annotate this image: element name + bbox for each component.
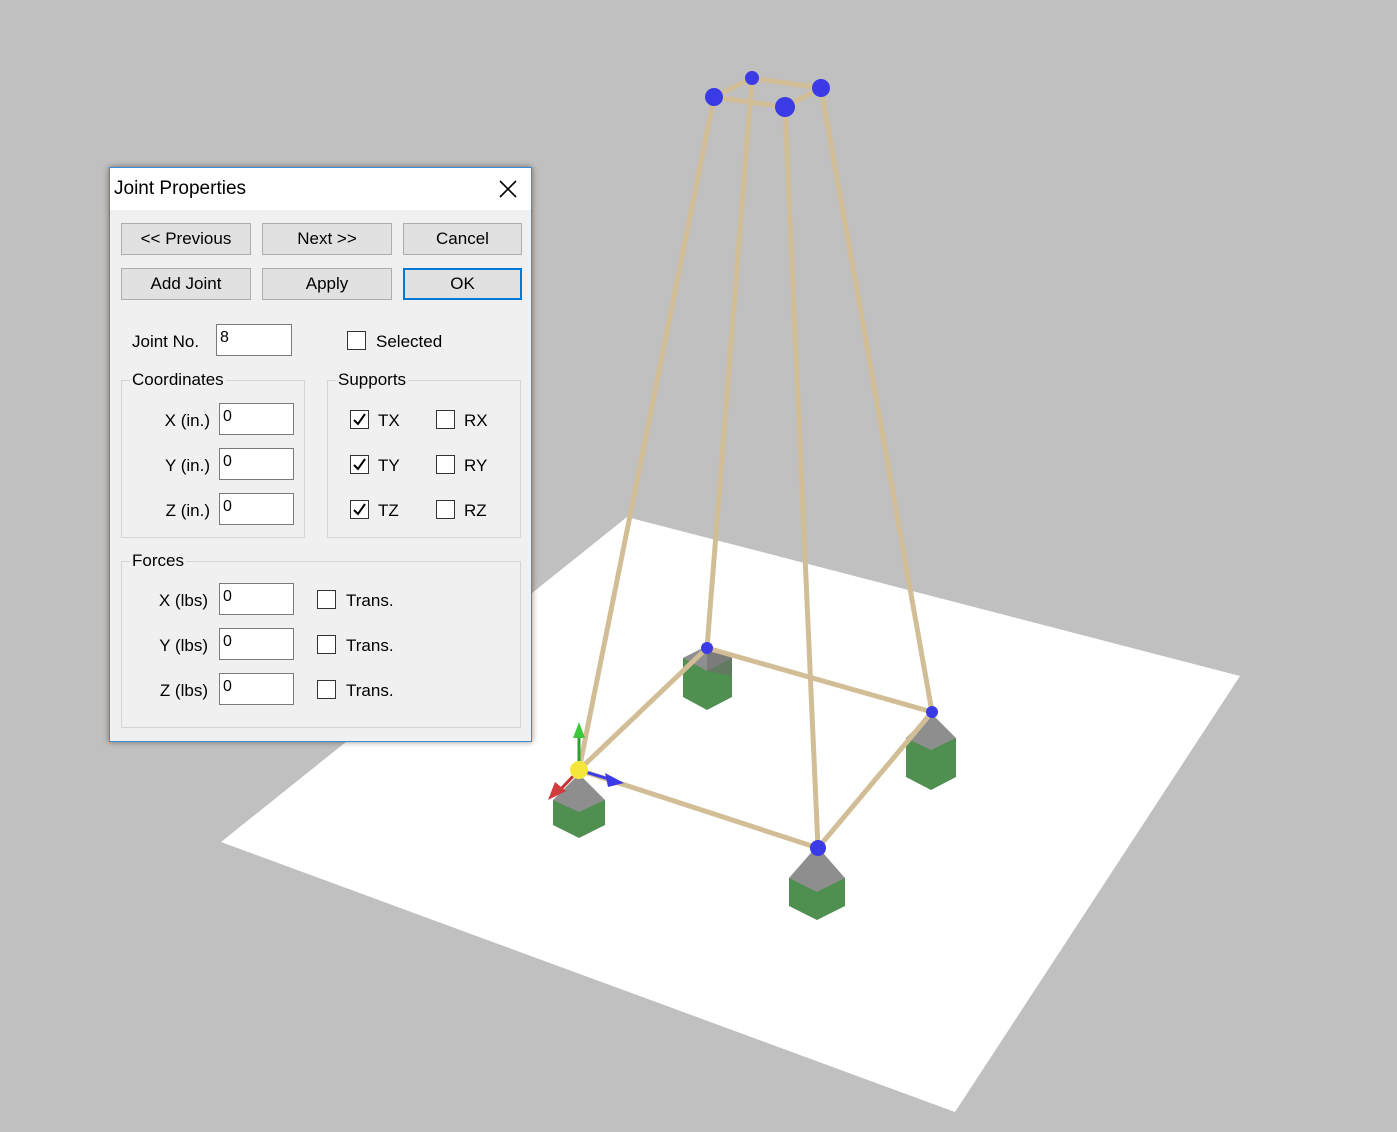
checkmark-icon: [353, 413, 366, 426]
joint-base-back: [701, 642, 713, 654]
y-trans-checkbox[interactable]: [317, 635, 336, 654]
joint-base-front: [810, 840, 826, 856]
selected-joint-axes: [548, 722, 624, 800]
x-trans-checkbox[interactable]: [317, 590, 336, 609]
rz-checkbox[interactable]: [436, 500, 455, 519]
forces-title: Forces: [130, 551, 186, 571]
coordinates-title: Coordinates: [130, 370, 226, 390]
tx-checkbox[interactable]: [350, 410, 369, 429]
rx-label: RX: [464, 411, 488, 430]
previous-button[interactable]: << Previous: [121, 223, 251, 255]
selected-label: Selected: [376, 332, 443, 351]
supports-title: Supports: [336, 370, 409, 390]
y-force-input[interactable]: 0: [219, 628, 294, 660]
joint-top-front: [775, 97, 795, 117]
support-right: [906, 713, 956, 790]
joints: [701, 71, 938, 856]
ty-label: TY: [378, 456, 400, 475]
support-front: [789, 846, 845, 920]
joint-no-label: Joint No.: [132, 332, 200, 351]
joint-no-input[interactable]: 8: [216, 324, 292, 356]
x-trans-label: Trans.: [346, 591, 394, 610]
support-front-left: [553, 774, 605, 838]
y-force-label: Y (lbs): [159, 636, 208, 655]
x-force-label: X (lbs): [158, 591, 208, 610]
tx-label: TX: [378, 411, 400, 430]
z-force-label: Z (lbs): [159, 681, 208, 700]
joint-top-right: [812, 79, 830, 97]
tz-label: TZ: [378, 501, 399, 520]
ok-button[interactable]: OK: [403, 268, 522, 300]
close-icon: [499, 180, 517, 198]
rz-label: RZ: [464, 501, 487, 520]
z-force-input[interactable]: 0: [219, 673, 294, 705]
ry-checkbox[interactable]: [436, 455, 455, 474]
joint-top-left: [705, 88, 723, 106]
y-coord-label: Y (in.): [164, 456, 210, 475]
y-trans-label: Trans.: [346, 636, 394, 655]
apply-button[interactable]: Apply: [262, 268, 392, 300]
checkmark-icon: [353, 458, 366, 471]
rx-checkbox[interactable]: [436, 410, 455, 429]
y-coord-input[interactable]: 0: [219, 448, 294, 480]
selected-checkbox[interactable]: [347, 331, 366, 350]
z-trans-checkbox[interactable]: [317, 680, 336, 699]
ry-label: RY: [464, 456, 488, 475]
x-coord-input[interactable]: 0: [219, 403, 294, 435]
x-coord-label: X (in.): [164, 411, 210, 430]
z-trans-label: Trans.: [346, 681, 394, 700]
dialog-title: Joint Properties: [114, 178, 247, 199]
add-joint-button[interactable]: Add Joint: [121, 268, 251, 300]
tz-checkbox[interactable]: [350, 500, 369, 519]
next-button[interactable]: Next >>: [262, 223, 392, 255]
dialog-titlebar[interactable]: Joint Properties: [110, 168, 531, 210]
forces-group: Forces: [121, 551, 521, 728]
z-coord-input[interactable]: 0: [219, 493, 294, 525]
joint-top-back: [745, 71, 759, 85]
z-coord-label: Z (in.): [165, 501, 210, 520]
x-force-input[interactable]: 0: [219, 583, 294, 615]
joint-properties-dialog: Joint Properties << Previous Next >> Can…: [109, 167, 532, 742]
checkmark-icon: [353, 503, 366, 516]
joint-base-right: [926, 706, 938, 718]
supports-group: Supports: [327, 370, 521, 538]
joint-selected: [570, 761, 588, 779]
coordinates-group: Coordinates: [121, 370, 305, 538]
ty-checkbox[interactable]: [350, 455, 369, 474]
close-button[interactable]: [485, 168, 531, 210]
cancel-button[interactable]: Cancel: [403, 223, 522, 255]
